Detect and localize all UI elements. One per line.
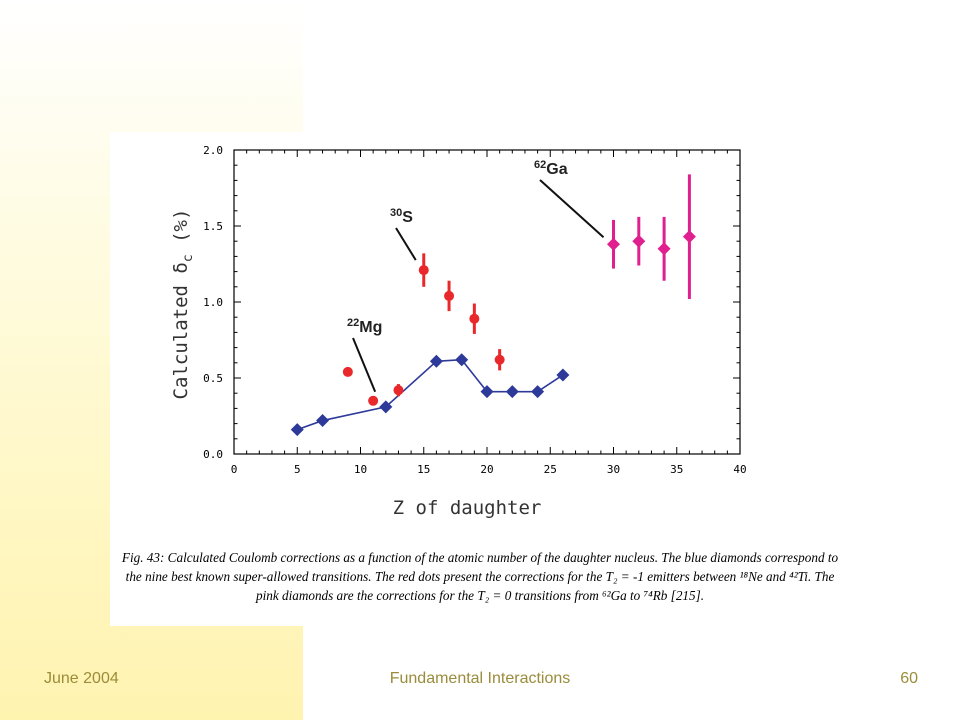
diamond-marker <box>316 414 330 428</box>
leader-line <box>395 227 417 261</box>
diamond-marker <box>682 230 696 244</box>
series-line <box>296 358 564 431</box>
figure-caption: Fig. 43: Calculated Coulomb corrections … <box>121 550 839 603</box>
footer-title: Fundamental Interactions <box>389 670 571 687</box>
nuclide-symbol: Ga <box>546 161 567 178</box>
diamond-marker <box>505 385 519 399</box>
y-tick-label: 1.5 <box>203 220 223 233</box>
nuclide-symbol: Mg <box>359 319 382 336</box>
leader-line <box>352 337 377 393</box>
dot-marker <box>418 265 429 276</box>
diamond-marker <box>657 242 671 256</box>
x-tick-label: 15 <box>417 463 430 476</box>
diamond-marker <box>429 354 443 368</box>
nuclide-label: 30S <box>390 207 413 226</box>
diamond-marker <box>531 385 545 399</box>
dot-marker <box>368 395 379 406</box>
page-number: 60 <box>900 670 918 687</box>
diamond-marker <box>632 234 646 248</box>
diamond-marker <box>607 237 620 251</box>
dot-marker <box>342 366 353 377</box>
diamond-marker <box>290 423 304 437</box>
dot-marker <box>444 290 455 301</box>
data-marks <box>290 174 696 437</box>
x-axis-title: Z of daughter <box>393 497 542 519</box>
diamond-marker <box>379 400 393 414</box>
nuclide-label: 62Ga <box>534 159 568 178</box>
dot-marker <box>494 354 505 365</box>
axes: 0 5 10 15 20 25 30 35 40 0.0 0.5 1.0 1.5 2.0 Z of daug… <box>170 144 747 519</box>
nuclide-label: 22Mg <box>347 317 382 336</box>
diamond-marker <box>455 353 469 367</box>
y-tick-label: 0.0 <box>203 448 223 461</box>
dot-marker <box>393 385 404 396</box>
y-tick-label: 0.5 <box>203 372 223 385</box>
y-axis-title-subscript: c <box>181 254 196 262</box>
y-axis-title-unit: (%) <box>170 209 192 255</box>
annotations: 30S 22Mg 62Ga <box>347 159 605 393</box>
x-tick-label: 30 <box>607 463 620 476</box>
x-tick-label: 10 <box>354 463 367 476</box>
x-tick-label: 25 <box>544 463 557 476</box>
dot-marker <box>469 313 480 324</box>
plot-frame <box>233 149 741 455</box>
leader-line <box>539 179 605 238</box>
y-axis-title-main: Calculated δ <box>170 262 192 399</box>
nuclide-mass-number: 62 <box>534 159 546 171</box>
y-tick-label: 2.0 <box>203 144 223 157</box>
y-axis-title: Calculated δc (%) <box>170 209 196 400</box>
nuclide-mass-number: 30 <box>390 207 402 219</box>
x-tick-label: 20 <box>480 463 493 476</box>
x-tick-label: 40 <box>733 463 746 476</box>
nuclide-symbol: S <box>402 209 413 226</box>
chart: 0 5 10 15 20 25 30 35 40 0.0 0.5 1.0 1.5 2.0 Z of daug… <box>170 144 747 519</box>
x-tick-label: 5 <box>294 463 301 476</box>
diamond-marker <box>480 385 494 399</box>
x-tick-label: 35 <box>670 463 683 476</box>
footer-date: June 2004 <box>44 670 119 687</box>
nuclide-mass-number: 22 <box>347 317 359 329</box>
diamond-marker <box>556 368 570 382</box>
series-lines <box>296 358 564 431</box>
y-tick-label: 1.0 <box>203 296 223 309</box>
x-tick-label: 0 <box>231 463 238 476</box>
figure-panel <box>110 132 850 626</box>
